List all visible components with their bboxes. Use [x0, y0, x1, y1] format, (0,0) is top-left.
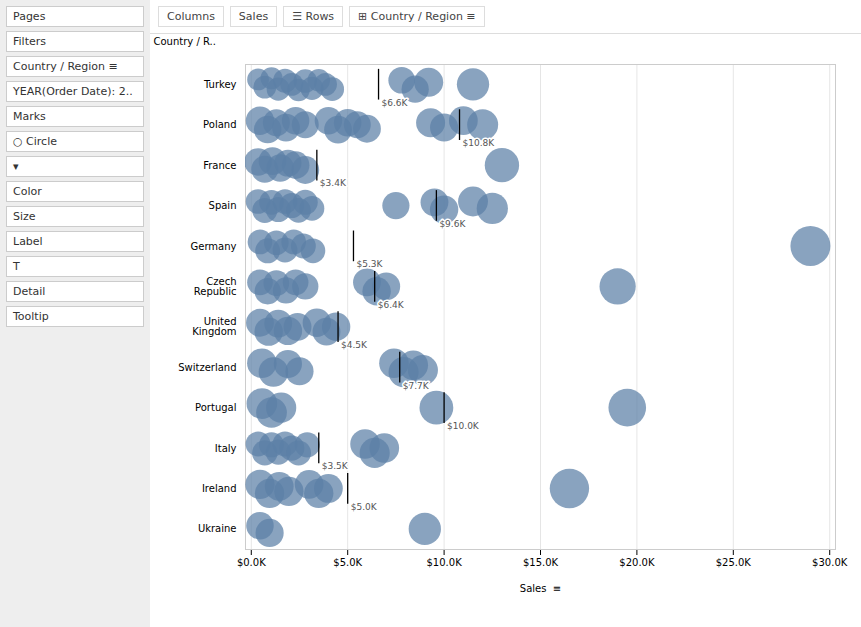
- svg-text:Sales ≡: Sales ≡: [520, 583, 561, 594]
- html-text:Tooltip: Tooltip: [13, 310, 49, 323]
- svg-text:$0.0K: $0.0K: [237, 557, 266, 568]
- svg-text:$9.6K: $9.6K: [439, 219, 466, 229]
- svg-text:$3.4K: $3.4K: [320, 178, 347, 188]
- svg-text:$25.0K: $25.0K: [716, 557, 752, 568]
- html-text:Columns: Columns: [167, 10, 215, 23]
- svg-text:$5.3K: $5.3K: [356, 259, 383, 269]
- html-text:Sales: Sales: [238, 10, 269, 23]
- svg-text:Turkey: Turkey: [203, 79, 237, 90]
- svg-text:France: France: [203, 160, 236, 171]
- html-text:Filters: Filters: [13, 35, 46, 48]
- html-text:Label: Label: [13, 235, 43, 248]
- svg-text:$6.4K: $6.4K: [378, 300, 405, 310]
- svg-text:$10.0K: $10.0K: [427, 557, 463, 568]
- html-text:Size: Size: [13, 210, 36, 223]
- svg-text:$3.5K: $3.5K: [322, 461, 349, 471]
- svg-text:Portugal: Portugal: [195, 402, 236, 413]
- html-text:☰ Rows: ☰ Rows: [292, 10, 335, 23]
- svg-text:$15.0K: $15.0K: [523, 557, 559, 568]
- html-text:Detail: Detail: [13, 285, 46, 298]
- svg-text:$20.0K: $20.0K: [619, 557, 655, 568]
- svg-text:$5.0K: $5.0K: [351, 502, 378, 512]
- svg-text:UnitedKingdom: UnitedKingdom: [192, 316, 236, 337]
- html-text:Marks: Marks: [13, 110, 46, 123]
- svg-text:$10.0K: $10.0K: [447, 421, 480, 431]
- svg-text:$6.6K: $6.6K: [382, 98, 409, 108]
- svg-text:$30.0K: $30.0K: [812, 557, 848, 568]
- svg-text:Ukraine: Ukraine: [198, 523, 237, 534]
- html-text:Country / Region ≡: Country / Region ≡: [13, 60, 118, 73]
- svg-text:Germany: Germany: [191, 241, 237, 252]
- html-text:○ Circle: ○ Circle: [13, 135, 57, 148]
- html-text:Color: Color: [13, 185, 42, 198]
- html-text:⊞ Country / Region ≡: ⊞ Country / Region ≡: [358, 10, 476, 23]
- svg-text:Poland: Poland: [203, 119, 236, 130]
- svg-text:CzechRepublic: CzechRepublic: [194, 276, 237, 297]
- svg-text:Ireland: Ireland: [202, 483, 237, 494]
- svg-text:$4.5K: $4.5K: [341, 340, 368, 350]
- html-text:T: T: [13, 260, 20, 273]
- html-text:Pages: Pages: [13, 10, 46, 23]
- svg-text:$5.0K: $5.0K: [333, 557, 362, 568]
- html-text:YEAR(Order Date): 2..: YEAR(Order Date): 2..: [13, 85, 133, 98]
- svg-text:$7.7K: $7.7K: [403, 381, 430, 391]
- svg-text:Italy: Italy: [215, 443, 237, 454]
- svg-text:Switzerland: Switzerland: [178, 362, 236, 373]
- svg-text:Spain: Spain: [209, 200, 237, 211]
- svg-text:$10.8K: $10.8K: [463, 138, 496, 148]
- svg-text:Country / R..: Country / R..: [154, 36, 216, 47]
